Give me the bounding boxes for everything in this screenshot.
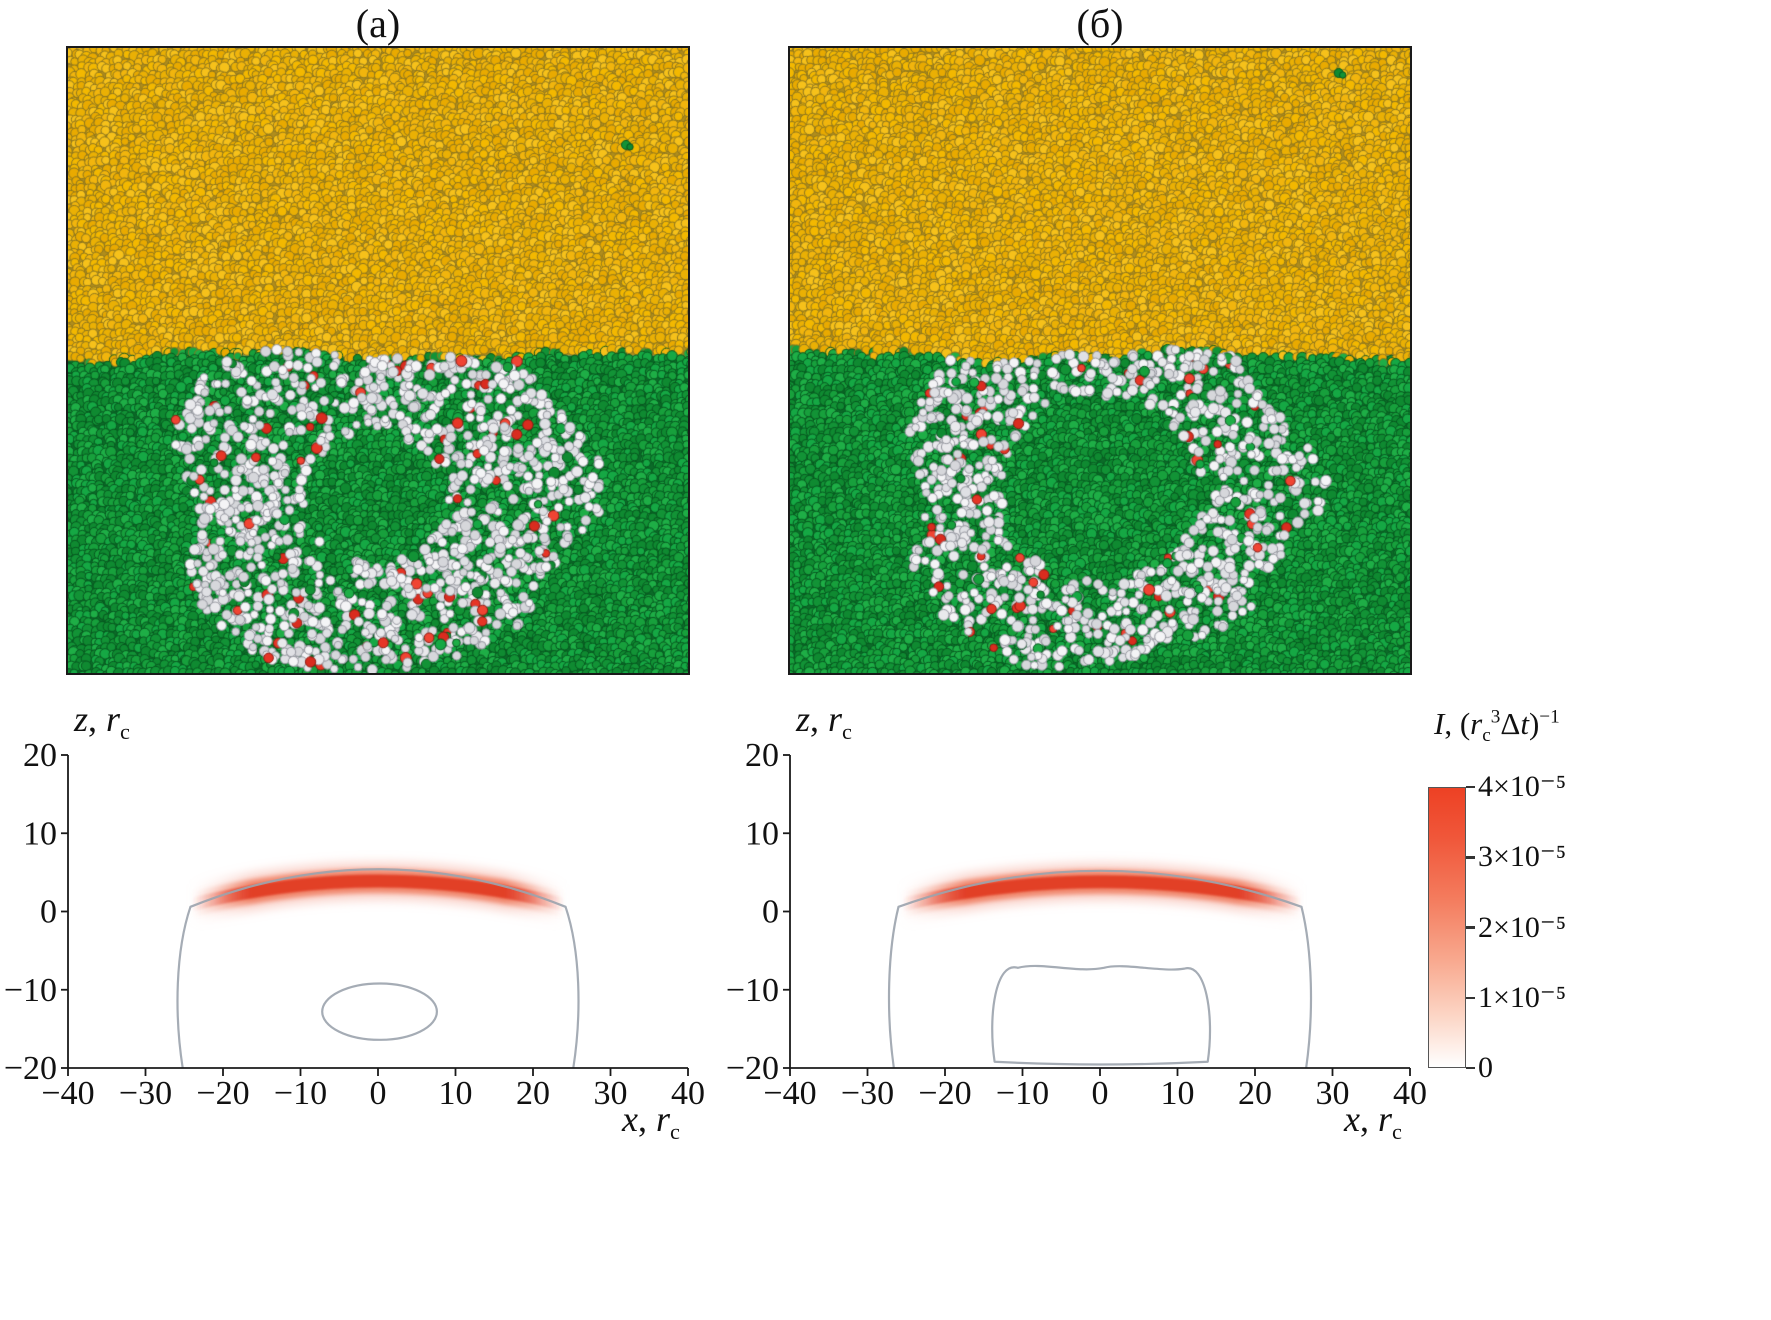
colorbar-tick-mark	[1466, 996, 1475, 999]
x-tick-label: 40	[671, 1075, 705, 1112]
x-tick-label: 30	[594, 1075, 628, 1112]
colorbar-tick-label: 1×10⁻⁵	[1478, 980, 1567, 1014]
colorbar: 4×10⁻⁵ 3×10⁻⁵ 2×10⁻⁵ 1×10⁻⁵ 0	[1428, 771, 1668, 1084]
inner-contour	[991, 964, 1212, 1066]
outer-contour	[887, 869, 1313, 1069]
x-tick-label: −20	[918, 1075, 971, 1112]
inner-contour	[321, 982, 438, 1041]
x-tick-label: 10	[439, 1075, 473, 1112]
colorbar-tick-label: 3×10⁻⁵	[1478, 840, 1567, 874]
x-tick-label: −10	[274, 1075, 327, 1112]
y-axis-label-b: z, rc	[796, 699, 852, 745]
colorbar-tick-label: 2×10⁻⁵	[1478, 910, 1567, 944]
colorbar-gradient	[1428, 787, 1466, 1068]
y-tick-label: 10	[23, 815, 57, 852]
colorbar-tick-mark	[1466, 856, 1475, 859]
y-tick-label: −20	[726, 1050, 779, 1087]
simulation-snapshot-a	[66, 46, 690, 675]
y-tick-label: −20	[4, 1050, 57, 1087]
x-tick-label: −30	[841, 1075, 894, 1112]
y-tick-label: 10	[745, 815, 779, 852]
y-tick-label: −10	[4, 972, 57, 1009]
x-tick-label: 40	[1393, 1075, 1427, 1112]
y-tick-label: −10	[726, 972, 779, 1009]
colorbar-tick-mark	[1466, 926, 1475, 929]
x-tick-label: 30	[1316, 1075, 1350, 1112]
simulation-snapshot-b	[788, 46, 1412, 675]
x-tick-label: 10	[1161, 1075, 1195, 1112]
x-axis-label-b: x, rc	[1344, 1099, 1402, 1145]
x-tick-label: 0	[370, 1075, 387, 1112]
colorbar-tick-label: 0	[1478, 1051, 1493, 1084]
x-tick-label: −30	[119, 1075, 172, 1112]
x-tick-label: −10	[996, 1075, 1049, 1112]
x-tick-label: 20	[1238, 1075, 1272, 1112]
colorbar-title: I, (rc3Δt)−1	[1434, 706, 1560, 747]
panel-b-label: (б)	[1076, 1, 1124, 46]
y-tick-label: 0	[40, 894, 57, 931]
colorbar-tick-mark	[1466, 785, 1475, 789]
x-axis-label-a: x, rc	[622, 1099, 680, 1145]
y-tick-label: 0	[762, 894, 779, 931]
flux-plot-a: −40 −30 −20 −10 0 10 20 30 40 20 10 0 −10 −20	[4, 737, 705, 1112]
y-axis-label-a: z, rc	[74, 699, 130, 745]
outer-contour	[176, 868, 580, 1069]
y-tick-label: 20	[745, 737, 779, 774]
x-tick-label: −40	[41, 1075, 94, 1112]
flux-band-layer	[895, 875, 1308, 911]
x-tick-label: 20	[516, 1075, 550, 1112]
flux-plot-b: −40 −30 −20 −10 0 10 20 30 40 20 10 0 −10 −20	[726, 737, 1427, 1112]
panel-a-label: (а)	[355, 1, 401, 46]
x-tick-label: −20	[196, 1075, 249, 1112]
flux-band-layer	[185, 874, 571, 911]
y-tick-label: 20	[23, 737, 57, 774]
colorbar-tick-mark	[1466, 1066, 1475, 1070]
x-tick-label: −40	[763, 1075, 816, 1112]
x-tick-label: 0	[1092, 1075, 1109, 1112]
colorbar-tick-label: 4×10⁻⁵	[1478, 770, 1567, 803]
